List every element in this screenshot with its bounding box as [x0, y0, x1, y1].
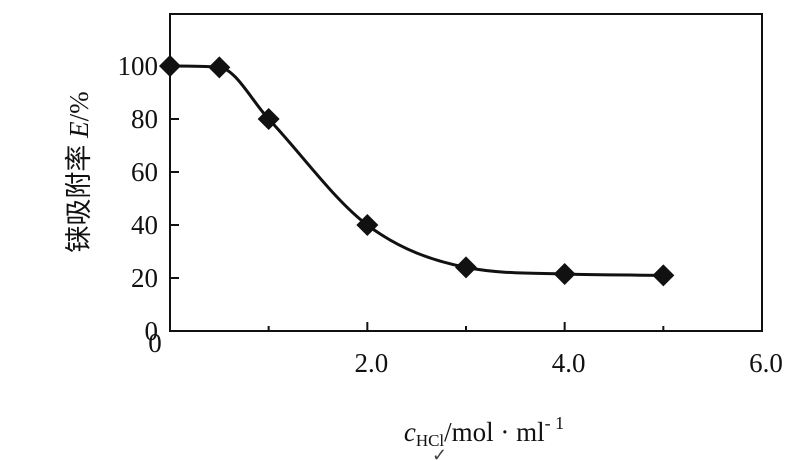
y-tick-label-4: 80: [131, 104, 158, 134]
y-tick-label-5: 100: [118, 51, 159, 81]
y-tick-label-0: 0: [145, 316, 159, 346]
data-point-5: [553, 263, 576, 286]
x-axis-label: cHCl/mol · ml- 1: [404, 413, 564, 450]
data-point-3: [356, 214, 379, 236]
x-tick-label-2: 6.0: [749, 348, 783, 378]
x-tick-label-1: 4.0: [552, 348, 586, 378]
y-tick-label-3: 60: [131, 157, 158, 187]
y-axis-label-italic: E: [64, 121, 94, 139]
x-axis-ticks: 2.0 4.0 6.0 0: [148, 322, 783, 378]
y-tick-label-1: 20: [131, 263, 158, 293]
data-point-2: [257, 108, 280, 130]
x-axis-label-sup: - 1: [545, 413, 565, 433]
series-markers: [159, 55, 675, 287]
y-axis-label: 铼吸附率 E/%: [64, 91, 94, 252]
plot-frame: [169, 13, 763, 332]
stray-checkmark: ✓: [432, 445, 447, 461]
data-point-6: [652, 264, 675, 287]
data-point-4: [455, 256, 477, 279]
data-point-1: [208, 56, 231, 79]
y-axis-label-text: 铼吸附率: [64, 138, 94, 253]
x-tick-label-origin: 0: [148, 328, 162, 358]
x-tick-label-0: 2.0: [354, 348, 388, 378]
data-point-0: [159, 55, 181, 77]
series-curve: [169, 64, 664, 277]
x-axis-label-rest: /mol · ml: [444, 417, 545, 447]
y-tick-label-2: 40: [131, 210, 158, 240]
y-axis-label-unit: /%: [64, 91, 94, 121]
y-axis-ticks: 0 20 40 60 80 100: [118, 51, 179, 346]
x-axis-label-sub: HCl: [416, 431, 445, 450]
x-axis-label-main: c: [404, 417, 416, 447]
